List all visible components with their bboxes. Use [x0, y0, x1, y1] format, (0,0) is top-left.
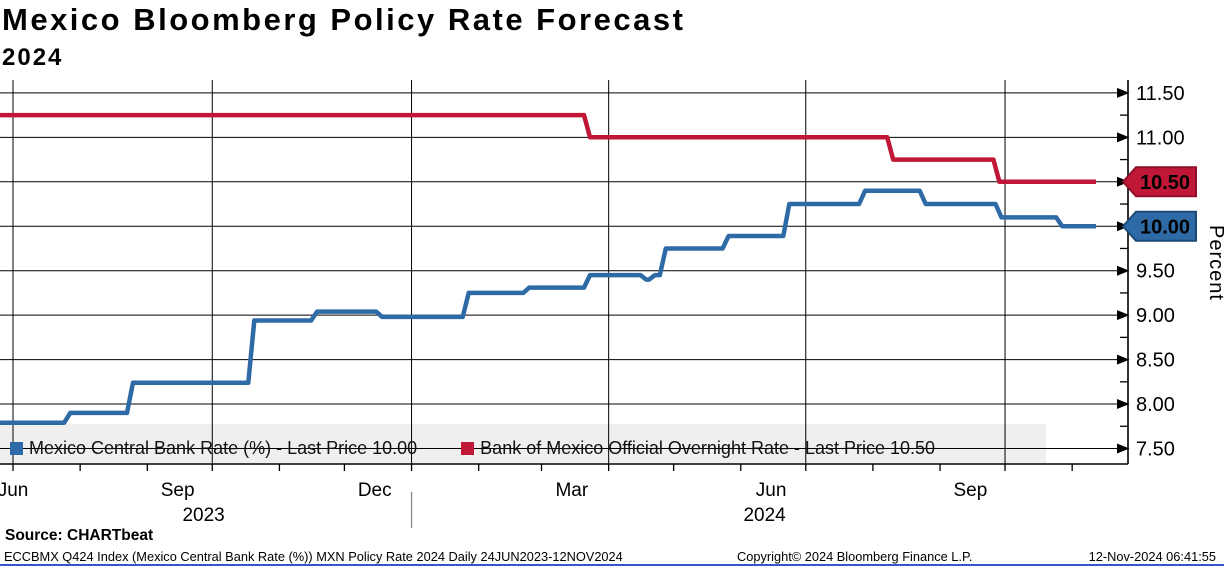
axis-arrow-icon: [1117, 443, 1130, 454]
y-tick-label: 9.00: [1136, 305, 1175, 327]
legend-item-mexico-central-bank-rate[interactable]: Mexico Central Bank Rate (%) - Last Pric…: [10, 438, 417, 459]
last-price-badge-10.50: 10.50: [1121, 166, 1197, 198]
footer-timestamp: 12-Nov-2024 06:41:55: [1088, 549, 1216, 564]
banxico-overnight-rate-line[interactable]: [0, 112, 1096, 185]
month-label: Dec: [358, 480, 392, 501]
footer-description: ECCBMX Q424 Index (Mexico Central Bank R…: [4, 549, 623, 564]
gridlines: 7.50 8.00 8.50 9.00 9.50 11.00 11.50: [0, 80, 1185, 464]
year-label: 2024: [743, 505, 786, 526]
legend-label-blue: Mexico Central Bank Rate (%) - Last Pric…: [29, 438, 418, 458]
x-axis-labels: Jun Sep Dec Mar Jun Sep 2023 2024: [0, 480, 987, 526]
legend-item-banxico-overnight-rate[interactable]: Bank of Mexico Official Overnight Rate -…: [461, 438, 935, 459]
legend: Mexico Central Bank Rate (%) - Last Pric…: [10, 438, 935, 459]
y-tick-label: 9.50: [1136, 261, 1175, 283]
last-price-badge-10.00: 10.00: [1121, 210, 1197, 242]
month-label: Sep: [161, 480, 195, 501]
month-label: Mar: [555, 480, 588, 501]
legend-band: [0, 424, 1046, 463]
axis-arrow-icon: [1117, 87, 1130, 98]
y-tick-label: 7.50: [1136, 439, 1175, 461]
svg-text:10.00: 10.00: [1140, 216, 1190, 238]
legend-label-red: Bank of Mexico Official Overnight Rate -…: [480, 438, 936, 458]
footer-copyright: Copyright© 2024 Bloomberg Finance L.P.: [737, 549, 973, 564]
y-tick-label: 8.50: [1136, 350, 1175, 372]
axis-arrow-icon: [1117, 132, 1130, 143]
chart-subtitle: 2024: [2, 44, 64, 71]
y-axis-title: Percent: [1205, 225, 1224, 301]
axis-arrow-icon: [1117, 354, 1130, 365]
bottom-divider: [0, 564, 1224, 566]
red-square-icon: [461, 442, 475, 455]
blue-square-icon: [10, 442, 23, 455]
axis-arrow-icon: [1117, 310, 1130, 321]
mexico-central-bank-rate-line[interactable]: [0, 188, 1096, 425]
axis-arrow-icon: [1117, 265, 1130, 276]
y-tick-label: 11.50: [1136, 83, 1185, 105]
y-tick-label: 8.00: [1136, 394, 1175, 416]
axes: [0, 80, 1129, 471]
chart-title: Mexico Bloomberg Policy Rate Forecast: [2, 2, 686, 37]
year-label: 2023: [182, 505, 224, 526]
y-tick-label: 11.00: [1136, 127, 1185, 149]
svg-text:10.50: 10.50: [1140, 172, 1190, 194]
month-label: Jun: [0, 480, 28, 501]
axis-arrow-icon: [1117, 399, 1130, 410]
month-label: Jun: [756, 480, 787, 501]
source-label: Source: CHARTbeat: [5, 527, 154, 544]
month-label: Sep: [953, 480, 987, 501]
